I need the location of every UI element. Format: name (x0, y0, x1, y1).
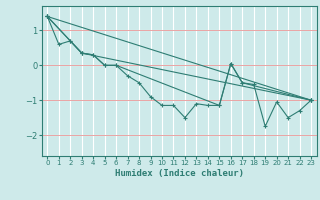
X-axis label: Humidex (Indice chaleur): Humidex (Indice chaleur) (115, 169, 244, 178)
